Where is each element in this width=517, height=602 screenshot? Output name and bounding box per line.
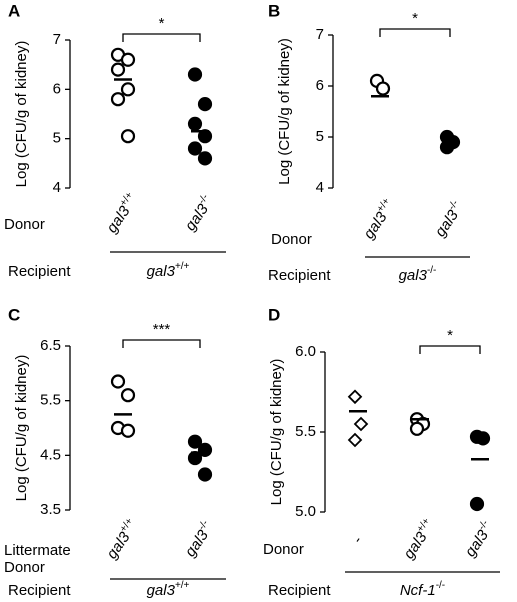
recipient-genotype: gal3+/+ xyxy=(147,580,190,599)
y-tick-label: 5.5 xyxy=(295,423,316,440)
y-axis-label: Log (CFU/g of kidney) xyxy=(268,359,285,506)
row-label: Donor xyxy=(271,231,312,248)
row-label: Donor xyxy=(4,559,45,576)
x-tick-label: gal3-/- xyxy=(430,198,468,240)
x-tick-label: - xyxy=(349,533,366,547)
data-point xyxy=(120,129,136,144)
data-point xyxy=(197,97,213,112)
recipient-genotype: gal3-/- xyxy=(399,265,437,284)
y-tick-label: 6.5 xyxy=(40,337,61,354)
recipient-label: Recipient xyxy=(8,263,71,280)
x-tick-label: gal3-/- xyxy=(180,192,218,234)
row-label: Littermate xyxy=(4,542,71,559)
y-tick-label: 5 xyxy=(316,128,324,145)
data-point xyxy=(469,496,485,512)
recipient-genotype: gal3+/+ xyxy=(147,261,190,280)
x-tick-label: gal3+/+ xyxy=(101,190,141,236)
significance-bracket xyxy=(379,28,451,37)
y-axis-label: Log (CFU/g of kidney) xyxy=(13,41,30,188)
x-tick-label: gal3+/+ xyxy=(398,516,438,562)
x-tick-label: gal3-/- xyxy=(460,518,498,560)
data-point xyxy=(475,431,491,446)
recipient-label: Recipient xyxy=(268,582,331,599)
panel-letter: B xyxy=(268,1,280,20)
data-point xyxy=(409,421,425,436)
data-point xyxy=(187,67,203,82)
data-point xyxy=(120,52,136,67)
y-tick-label: 3.5 xyxy=(40,501,61,518)
significance-bracket xyxy=(419,345,481,354)
y-tick-label: 4 xyxy=(316,179,324,196)
y-tick-label: 4 xyxy=(53,179,61,196)
data-point xyxy=(439,140,455,155)
data-point xyxy=(187,116,203,131)
y-tick-label: 7 xyxy=(316,26,324,43)
y-tick-label: 5.5 xyxy=(40,392,61,409)
data-point xyxy=(187,141,203,156)
row-label: Donor xyxy=(263,541,304,558)
recipient-label: Recipient xyxy=(8,582,71,599)
y-tick-label: 6.0 xyxy=(295,343,316,360)
significance-bracket xyxy=(122,33,201,42)
y-tick-label: 6 xyxy=(53,80,61,97)
data-point xyxy=(110,62,126,77)
y-tick-label: 6 xyxy=(316,77,324,94)
data-point xyxy=(375,81,391,96)
y-tick-label: 5 xyxy=(53,130,61,147)
data-point xyxy=(110,92,126,107)
x-tick-label: gal3+/+ xyxy=(358,196,398,242)
panel-letter: A xyxy=(8,1,20,20)
y-axis-label: Log (CFU/g of kidney) xyxy=(276,38,293,185)
data-point xyxy=(197,151,213,166)
data-point xyxy=(187,450,203,466)
data-point xyxy=(347,389,363,405)
data-point xyxy=(353,416,369,432)
significance-bracket xyxy=(122,339,201,348)
data-point xyxy=(110,374,126,389)
recipient-genotype: Ncf-1-/- xyxy=(400,580,445,599)
panel-letter: D xyxy=(268,305,280,324)
row-label: Donor xyxy=(4,216,45,233)
data-point xyxy=(347,432,363,448)
y-tick-label: 7 xyxy=(53,31,61,48)
data-point xyxy=(187,434,203,449)
data-point xyxy=(197,467,213,482)
significance-label: *** xyxy=(153,321,171,338)
panel-letter: C xyxy=(8,305,20,324)
x-tick-label: gal3-/- xyxy=(180,518,218,560)
recipient-label: Recipient xyxy=(268,267,331,284)
significance-label: * xyxy=(412,10,418,27)
significance-label: * xyxy=(159,15,165,32)
y-tick-label: 5.0 xyxy=(295,503,316,520)
x-tick-label: gal3+/+ xyxy=(101,516,141,562)
data-point xyxy=(120,82,136,97)
data-point xyxy=(120,423,136,438)
significance-label: * xyxy=(447,327,453,344)
data-point xyxy=(120,388,136,403)
y-axis-label: Log (CFU/g of kidney) xyxy=(13,355,30,502)
y-tick-label: 4.5 xyxy=(40,446,61,463)
